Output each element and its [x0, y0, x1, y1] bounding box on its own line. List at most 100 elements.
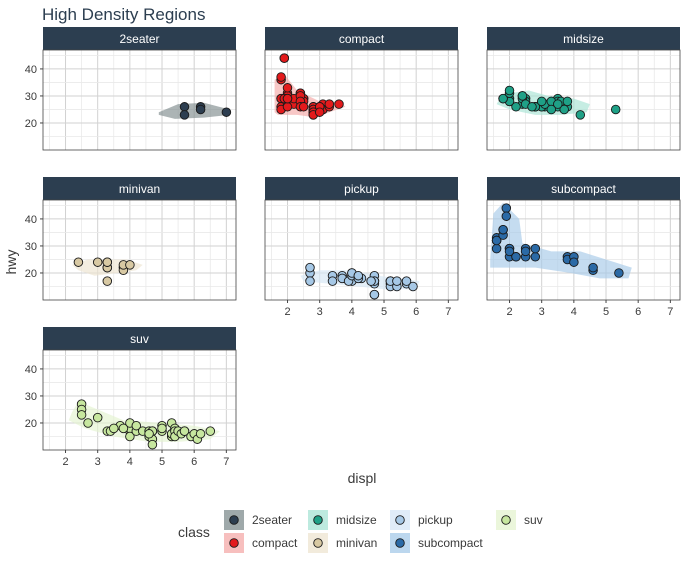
data-point: [92, 257, 103, 267]
panel-border: [486, 49, 681, 151]
panel-border: [42, 199, 237, 301]
data-point: [610, 104, 621, 115]
x-tick-label: 7: [667, 306, 673, 318]
panel-midsize: midsize: [486, 27, 681, 151]
data-point: [614, 268, 624, 278]
x-tick-label: 4: [127, 456, 133, 468]
data-point: [334, 99, 344, 109]
y-tick-label: 40: [25, 364, 37, 376]
data-point: [504, 85, 515, 96]
panel-pickup: pickup 2 3 4 5 6 7: [264, 177, 459, 318]
panel-border: [42, 49, 237, 151]
legend-entry-subcompact: subcompact: [390, 533, 483, 553]
panel-border: [264, 49, 459, 151]
data-point: [562, 96, 573, 107]
y-tick-label: 30: [25, 91, 37, 103]
data-point: [569, 257, 579, 267]
legend-entry-suv: suv: [496, 510, 543, 530]
legend: class 2seater compact midsize minivan pickup…: [178, 510, 543, 553]
x-tick-label: 6: [413, 306, 419, 318]
strip-label: compact: [339, 32, 385, 46]
x-tick-label: 4: [349, 306, 355, 318]
data-point: [327, 276, 338, 286]
data-point: [588, 262, 598, 273]
y-tick-label: 20: [25, 418, 37, 430]
strip-label: suv: [130, 332, 149, 346]
legend-key-point: [395, 515, 405, 525]
data-point: [195, 104, 206, 115]
y-tick-label: 40: [25, 214, 37, 226]
strip-2seater: [43, 27, 236, 50]
y-tick-label: 30: [25, 241, 37, 253]
data-point: [501, 203, 512, 213]
legend-label: 2seater: [252, 513, 292, 527]
data-point: [102, 257, 113, 267]
data-point: [408, 281, 418, 292]
data-point: [491, 243, 502, 254]
data-point: [401, 276, 412, 286]
panel-minivan: minivan 20 30 40: [25, 177, 237, 301]
strip-compact: [265, 27, 458, 50]
strip-label: minivan: [119, 182, 160, 196]
x-tick-label: 5: [159, 456, 165, 468]
strip-subcompact: [487, 177, 680, 200]
legend-entry-minivan: minivan: [308, 533, 377, 553]
x-tick-label: 6: [191, 456, 197, 468]
data-point: [501, 211, 512, 221]
data-point: [324, 99, 335, 109]
data-point: [491, 235, 502, 246]
data-point: [314, 107, 325, 117]
data-point: [575, 110, 586, 120]
legend-entry-2seater: 2seater: [224, 510, 292, 530]
data-point: [282, 93, 293, 104]
data-point: [76, 410, 87, 420]
strip-pickup: [265, 177, 458, 200]
legend-key-point: [313, 515, 323, 525]
legend-label: compact: [252, 536, 298, 550]
legend-label: minivan: [336, 536, 377, 550]
strip-suv: [43, 327, 236, 350]
data-point: [195, 429, 206, 439]
data-point: [353, 270, 364, 281]
panel-border: [42, 349, 237, 451]
legend-label: subcompact: [418, 536, 483, 550]
data-point: [282, 83, 293, 93]
data-point: [276, 72, 286, 82]
data-point: [553, 99, 563, 109]
strip-midsize: [487, 27, 680, 50]
gridlines: [43, 200, 236, 300]
data-point: [125, 260, 135, 270]
y-tick-label: 20: [25, 118, 37, 130]
x-tick-label: 2: [62, 456, 68, 468]
data-point: [282, 102, 293, 112]
legend-key-point: [395, 538, 405, 548]
data-point: [279, 53, 290, 63]
data-point: [179, 426, 190, 436]
data-point: [92, 412, 103, 423]
panel-border: [264, 199, 459, 301]
data-point: [369, 289, 380, 300]
data-point: [179, 110, 190, 120]
strip-label: subcompact: [551, 182, 616, 196]
data-point: [536, 96, 547, 107]
x-tick-label: 7: [445, 306, 451, 318]
panel-2seater: 2seater 20 30 40: [25, 27, 237, 151]
legend-entry-midsize: midsize: [308, 510, 377, 530]
data-point: [73, 257, 84, 267]
data-point: [498, 224, 508, 235]
data-point: [144, 429, 154, 439]
legend-key-point: [229, 515, 239, 525]
legend-label: pickup: [418, 513, 453, 527]
panel-suv: suv 20 30 40 2 3 4 5 6 7: [25, 327, 237, 468]
panel-background: [43, 50, 236, 150]
data-point: [298, 102, 309, 112]
data-point: [221, 107, 232, 117]
panel-border: [486, 199, 681, 301]
data-point: [498, 93, 508, 104]
legend-title: class: [178, 524, 210, 540]
data-point: [517, 91, 528, 101]
y-tick-label: 20: [25, 268, 37, 280]
data-point: [504, 246, 515, 257]
legend-key-point: [229, 538, 239, 548]
